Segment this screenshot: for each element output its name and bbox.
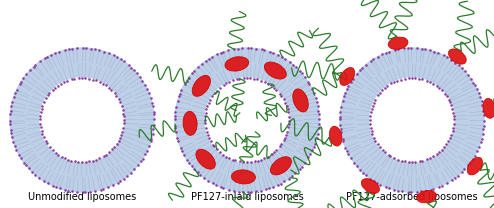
Ellipse shape xyxy=(416,191,436,203)
Text: Unmodified liposomes: Unmodified liposomes xyxy=(28,192,136,202)
Circle shape xyxy=(10,48,154,192)
Ellipse shape xyxy=(329,126,342,146)
Ellipse shape xyxy=(362,179,379,193)
Circle shape xyxy=(340,48,484,192)
Ellipse shape xyxy=(183,111,197,135)
Ellipse shape xyxy=(483,98,494,118)
Text: PF127-inlaid liposomes: PF127-inlaid liposomes xyxy=(191,192,303,202)
Ellipse shape xyxy=(270,157,291,175)
Ellipse shape xyxy=(293,89,308,112)
Ellipse shape xyxy=(467,157,483,175)
Circle shape xyxy=(40,78,124,162)
Text: PF127-adsorbed liposomes: PF127-adsorbed liposomes xyxy=(346,192,478,202)
Ellipse shape xyxy=(232,170,255,184)
Ellipse shape xyxy=(225,57,248,71)
Ellipse shape xyxy=(192,76,210,96)
Ellipse shape xyxy=(340,68,355,85)
Ellipse shape xyxy=(388,37,408,50)
Circle shape xyxy=(175,48,319,192)
Ellipse shape xyxy=(196,149,215,169)
Ellipse shape xyxy=(264,62,287,79)
Ellipse shape xyxy=(449,49,466,64)
Circle shape xyxy=(370,78,454,162)
Circle shape xyxy=(205,78,289,162)
